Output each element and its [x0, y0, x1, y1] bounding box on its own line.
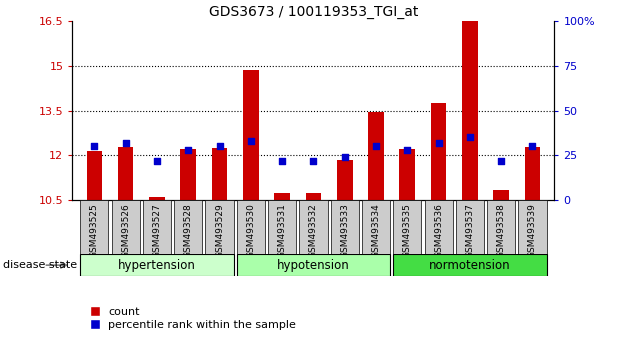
- Text: GSM493531: GSM493531: [278, 203, 287, 258]
- Bar: [518, 200, 547, 255]
- Bar: [149, 197, 165, 200]
- Bar: [306, 193, 321, 200]
- Bar: [368, 112, 384, 200]
- Bar: [112, 200, 140, 255]
- Bar: [212, 148, 227, 200]
- Bar: [180, 149, 196, 200]
- Text: GSM493538: GSM493538: [496, 203, 506, 258]
- Text: GSM493525: GSM493525: [90, 203, 99, 257]
- Point: [403, 147, 413, 153]
- Bar: [299, 200, 328, 255]
- Text: GSM493529: GSM493529: [215, 203, 224, 257]
- Text: disease state: disease state: [3, 260, 77, 270]
- Point: [496, 158, 507, 164]
- Bar: [331, 200, 359, 255]
- Bar: [80, 200, 108, 255]
- Bar: [237, 200, 265, 255]
- Text: GSM493528: GSM493528: [184, 203, 193, 257]
- Point: [246, 138, 256, 144]
- Bar: [205, 200, 234, 255]
- Text: GSM493527: GSM493527: [152, 203, 161, 257]
- Bar: [118, 147, 134, 200]
- Bar: [274, 193, 290, 200]
- Bar: [174, 200, 202, 255]
- Bar: [525, 147, 541, 200]
- Point: [527, 144, 537, 149]
- Text: hypertension: hypertension: [118, 259, 196, 272]
- Bar: [362, 200, 390, 255]
- Point: [89, 144, 100, 149]
- Text: hypotension: hypotension: [277, 259, 350, 272]
- Bar: [431, 103, 447, 200]
- Text: normotension: normotension: [429, 259, 511, 272]
- Point: [152, 158, 162, 164]
- Bar: [456, 200, 484, 255]
- Bar: [268, 200, 296, 255]
- Bar: [487, 200, 515, 255]
- Point: [465, 135, 475, 140]
- Point: [340, 154, 350, 160]
- Title: GDS3673 / 100119353_TGI_at: GDS3673 / 100119353_TGI_at: [209, 5, 418, 19]
- Text: GSM493534: GSM493534: [372, 203, 381, 257]
- Bar: [337, 160, 353, 200]
- Legend: count, percentile rank within the sample: count, percentile rank within the sample: [91, 307, 296, 330]
- Point: [214, 144, 224, 149]
- Point: [371, 144, 381, 149]
- Bar: [399, 149, 415, 200]
- Bar: [393, 254, 547, 276]
- Bar: [243, 70, 259, 200]
- Text: GSM493535: GSM493535: [403, 203, 412, 258]
- Bar: [393, 200, 421, 255]
- Text: GSM493539: GSM493539: [528, 203, 537, 258]
- Point: [309, 158, 318, 164]
- Text: GSM493526: GSM493526: [121, 203, 130, 257]
- Bar: [493, 190, 509, 200]
- Point: [120, 140, 130, 145]
- Bar: [80, 254, 234, 276]
- Bar: [237, 254, 390, 276]
- Point: [433, 140, 444, 145]
- Bar: [86, 151, 102, 200]
- Text: GSM493537: GSM493537: [466, 203, 474, 258]
- Bar: [462, 21, 478, 200]
- Text: GSM493530: GSM493530: [246, 203, 255, 258]
- Text: GSM493536: GSM493536: [434, 203, 443, 258]
- Bar: [425, 200, 453, 255]
- Text: GSM493533: GSM493533: [340, 203, 349, 258]
- Point: [183, 147, 193, 153]
- Bar: [143, 200, 171, 255]
- Text: GSM493532: GSM493532: [309, 203, 318, 257]
- Point: [277, 158, 287, 164]
